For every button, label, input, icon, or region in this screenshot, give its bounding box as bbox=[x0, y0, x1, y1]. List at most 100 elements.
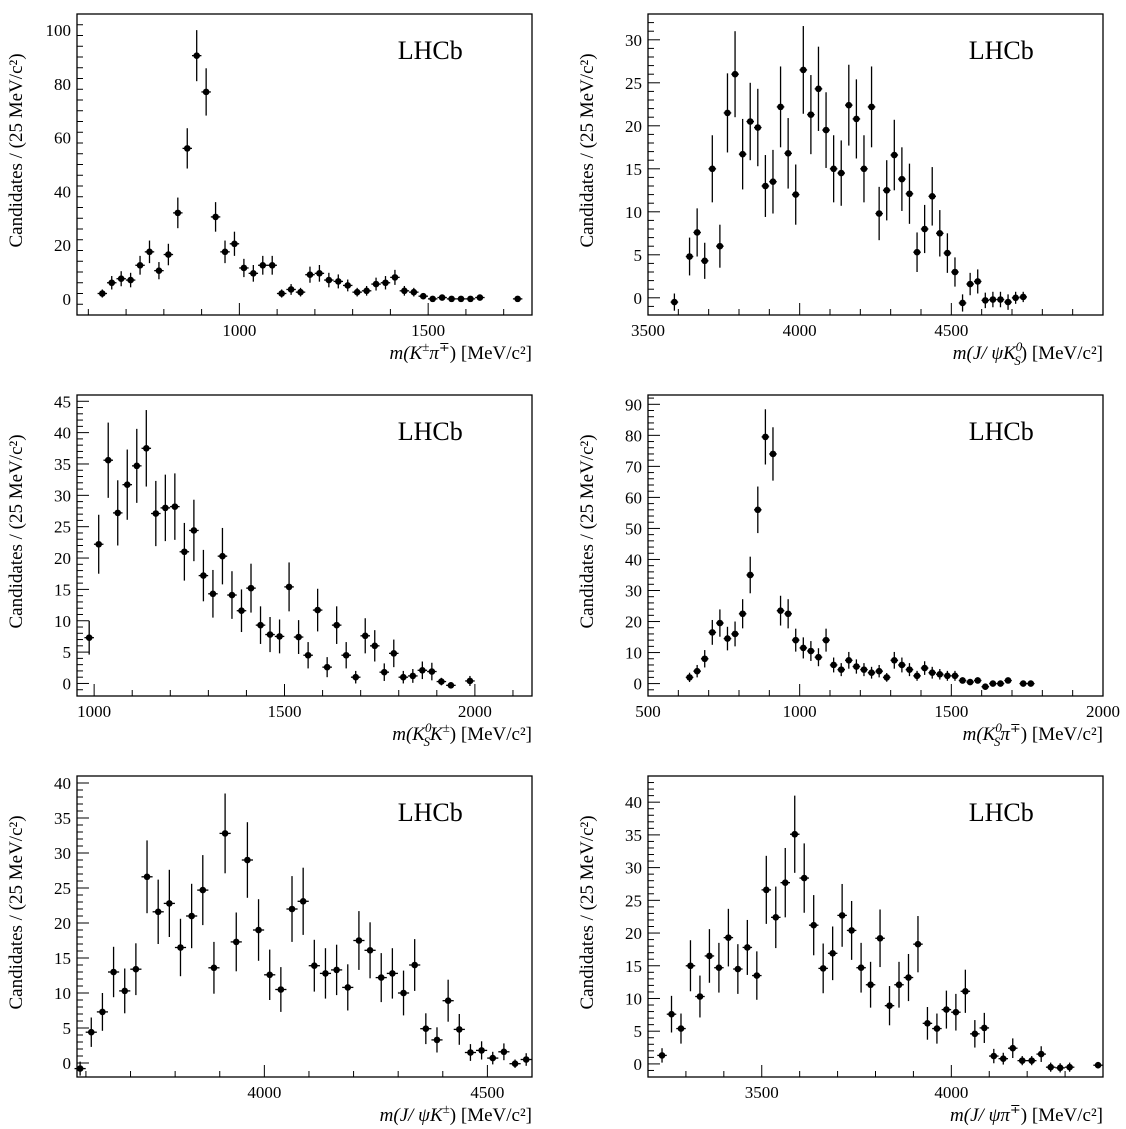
data-marker bbox=[366, 947, 374, 954]
lhcb-label: LHCb bbox=[969, 36, 1034, 65]
data-marker bbox=[686, 674, 693, 681]
data-point bbox=[293, 620, 304, 654]
data-point bbox=[487, 1051, 499, 1065]
data-point bbox=[780, 847, 790, 918]
data-marker bbox=[304, 651, 312, 659]
data-marker bbox=[277, 986, 285, 993]
data-point bbox=[331, 944, 343, 996]
x-tick-label: 2000 bbox=[458, 702, 492, 721]
data-point bbox=[958, 294, 967, 312]
data-point bbox=[236, 589, 247, 633]
chart-panel-1: 0 20 40 60 80 100 1000 1500 LHCb Candidates / (25… bbox=[6, 13, 533, 364]
data-marker bbox=[202, 88, 210, 96]
data-marker bbox=[777, 607, 784, 614]
x-axis-title: m(K0 Sπ∓) [MeV/c²] bbox=[963, 720, 1103, 749]
data-marker bbox=[966, 678, 974, 686]
data-marker bbox=[807, 111, 815, 118]
y-tick-label: 80 bbox=[54, 75, 71, 94]
y-axis-title: Candidates / (25 MeV/c²) bbox=[577, 815, 598, 1009]
data-point bbox=[258, 255, 268, 275]
data-point bbox=[746, 556, 755, 594]
data-marker bbox=[997, 680, 1004, 687]
data-point bbox=[894, 961, 904, 1008]
data-marker bbox=[959, 299, 966, 307]
data-point bbox=[160, 474, 171, 542]
data-point bbox=[695, 975, 705, 1018]
data-marker bbox=[489, 1054, 497, 1062]
data-marker bbox=[181, 548, 188, 556]
plot-frame bbox=[647, 13, 1104, 316]
data-point bbox=[882, 160, 891, 221]
data-marker bbox=[334, 278, 342, 285]
data-point bbox=[191, 30, 202, 82]
y-tick-label: 25 bbox=[54, 518, 71, 537]
data-marker bbox=[244, 856, 251, 864]
data-marker bbox=[1037, 1050, 1045, 1058]
data-point bbox=[189, 499, 199, 562]
data-point bbox=[475, 294, 485, 301]
data-marker bbox=[311, 962, 318, 969]
data-point bbox=[297, 867, 309, 935]
data-point bbox=[693, 664, 701, 678]
y-tick-label: 5 bbox=[634, 1022, 643, 1041]
data-marker bbox=[701, 655, 709, 663]
data-marker bbox=[898, 175, 906, 183]
data-marker bbox=[815, 653, 822, 661]
data-point bbox=[890, 119, 899, 191]
data-marker bbox=[734, 965, 742, 973]
data-point bbox=[409, 287, 419, 297]
data-marker bbox=[883, 674, 891, 681]
data-marker bbox=[457, 295, 465, 303]
y-tick-label: 50 bbox=[625, 519, 642, 538]
data-point bbox=[716, 609, 724, 637]
y-tick-label: 25 bbox=[625, 74, 642, 93]
data-marker bbox=[944, 249, 951, 257]
data-point bbox=[920, 204, 929, 254]
data-point bbox=[676, 1013, 686, 1044]
data-point bbox=[716, 224, 724, 268]
data-point bbox=[286, 284, 296, 295]
data-point bbox=[875, 909, 885, 968]
y-tick-label: 15 bbox=[625, 160, 642, 179]
data-marker bbox=[715, 964, 723, 972]
data-point bbox=[807, 75, 815, 155]
data-point bbox=[761, 409, 770, 465]
data-point bbox=[122, 449, 133, 520]
data-point bbox=[837, 663, 846, 677]
data-point bbox=[845, 64, 853, 146]
data-marker bbox=[221, 248, 229, 256]
data-marker bbox=[891, 657, 898, 664]
data-point bbox=[860, 135, 868, 203]
data-marker bbox=[154, 908, 162, 916]
data-marker bbox=[739, 150, 746, 158]
data-point bbox=[922, 1006, 933, 1040]
data-point bbox=[498, 1043, 510, 1061]
data-marker bbox=[1047, 1063, 1054, 1071]
y-tick-label: 45 bbox=[54, 392, 71, 411]
y-tick-label: 80 bbox=[625, 426, 642, 445]
x-tick-label: 500 bbox=[635, 702, 661, 721]
data-point bbox=[951, 993, 961, 1031]
data-marker bbox=[754, 506, 762, 514]
data-marker bbox=[933, 1025, 941, 1032]
data-marker bbox=[905, 974, 912, 981]
data-marker bbox=[701, 257, 709, 265]
data-point bbox=[97, 289, 108, 298]
data-point bbox=[219, 793, 231, 874]
data-marker bbox=[800, 644, 807, 652]
data-point bbox=[144, 240, 155, 264]
data-marker bbox=[876, 934, 884, 942]
data-point bbox=[246, 563, 256, 613]
data-point bbox=[723, 908, 734, 967]
data-point bbox=[308, 939, 320, 992]
data-marker bbox=[709, 629, 716, 636]
data-point bbox=[884, 986, 895, 1026]
data-marker bbox=[155, 267, 163, 274]
data-marker bbox=[132, 965, 140, 973]
y-tick-label: 30 bbox=[625, 31, 642, 50]
data-point bbox=[913, 232, 921, 272]
data-marker bbox=[400, 673, 407, 681]
data-marker bbox=[762, 182, 769, 190]
data-point bbox=[198, 549, 209, 602]
data-marker bbox=[913, 672, 921, 680]
